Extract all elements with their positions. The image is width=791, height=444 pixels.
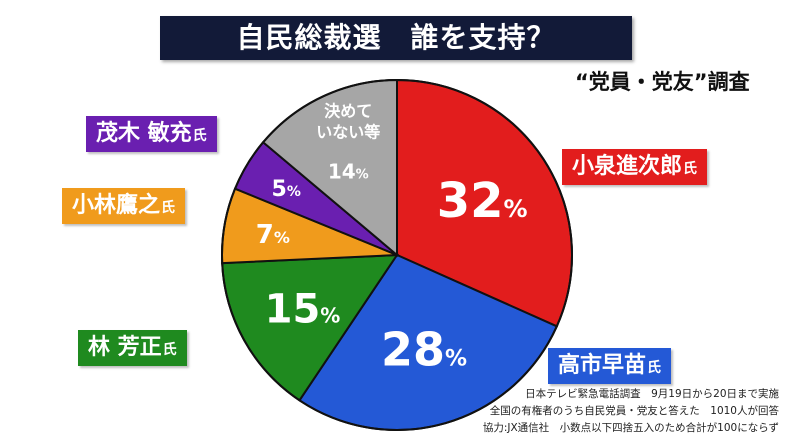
label-hayashi-suffix: 氏: [162, 342, 177, 358]
slice-value-kobayashi: 7%: [256, 220, 290, 250]
slice-value-motegi: 5%: [272, 177, 301, 202]
footnote-line-3: 協力:JX通信社 小数点以下四捨五入のため合計が100にならず: [482, 422, 779, 434]
chart-title: 自民総裁選 誰を支持？: [160, 16, 632, 60]
footnote-line-2: 全国の有権者のうち自民党員・党友と答えた 1010人が回答: [489, 405, 779, 417]
label-hayashi: 林 芳正氏: [78, 330, 187, 366]
footnote-line-1: 日本テレビ緊急電話調査 9月19日から20日まで実施: [525, 388, 779, 400]
slice-value-undecided: 14%: [328, 159, 369, 183]
label-takaichi-name: 高市早苗: [558, 353, 647, 378]
footnote: 日本テレビ緊急電話調査 9月19日から20日まで実施 全国の有権者のうち自民党員…: [379, 386, 779, 437]
label-kobayashi: 小林鷹之氏: [62, 188, 186, 224]
label-koizumi-suffix: 氏: [683, 161, 698, 177]
slice-value-hayashi: 15%: [265, 287, 341, 333]
label-koizumi: 小泉進次郎氏: [562, 149, 708, 185]
chart-subtitle: “党員・党友”調査: [575, 70, 750, 94]
label-takaichi-suffix: 氏: [647, 360, 662, 376]
label-motegi-suffix: 氏: [192, 128, 207, 144]
label-takaichi: 高市早苗氏: [548, 348, 672, 384]
label-motegi: 茂木 敏充氏: [86, 116, 217, 152]
label-kobayashi-name: 小林鷹之: [72, 193, 161, 218]
slice-value-koizumi: 32%: [437, 173, 528, 229]
slice-name-undecided: 決めていない等: [316, 101, 380, 141]
label-motegi-name: 茂木 敏充: [96, 121, 192, 146]
slice-value-takaichi: 28%: [381, 323, 467, 377]
pie-outline: [221, 79, 573, 431]
label-kobayashi-suffix: 氏: [161, 200, 176, 216]
label-hayashi-name: 林 芳正: [88, 335, 162, 360]
label-koizumi-name: 小泉進次郎: [572, 154, 683, 179]
